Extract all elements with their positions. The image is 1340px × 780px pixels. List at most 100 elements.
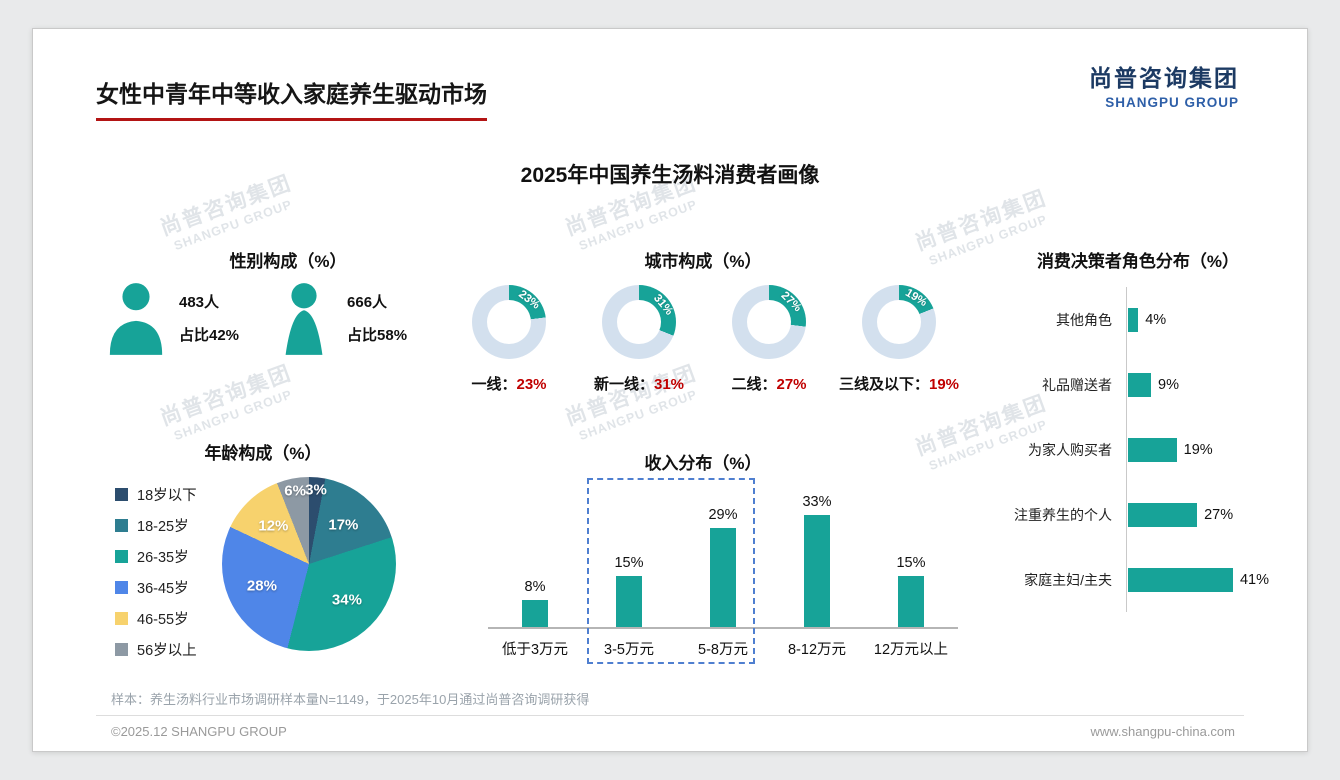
donut-caption-value: 19% (928, 376, 960, 393)
role-bar-area: 9% (1126, 352, 1293, 417)
income-bar-column: 33% (770, 494, 864, 627)
legend-swatch (115, 550, 128, 563)
male-count: 483人 (179, 294, 220, 311)
city-donut-item: 31% 新一线：31% (578, 285, 700, 394)
roles-chart: 其他角色 4% 礼品赠送者 9% 为家人购买者 19% 注重养生的个人 27% 家庭主妇/主夫 4… (978, 287, 1293, 612)
role-bar (1128, 567, 1233, 592)
pie-percent-label: 12% (258, 517, 289, 535)
income-value-label: 15% (896, 555, 926, 571)
sample-note: 样本：养生汤料行业市场调研样本量N=1149，于2025年10月通过尚普咨询调研… (111, 692, 590, 707)
role-row: 家庭主妇/主夫 41% (978, 547, 1293, 612)
chart-main-title: 2025年中国养生汤料消费者画像 (520, 164, 820, 187)
role-bar (1128, 307, 1139, 332)
legend-item: 18岁以下 (115, 479, 197, 510)
income-value-label: 33% (802, 493, 832, 510)
donut-caption: 一线：23% (471, 373, 546, 394)
age-section-title: 年龄构成（%） (204, 444, 322, 463)
role-bar (1128, 372, 1152, 397)
donut-caption: 新一线：31% (594, 373, 684, 394)
income-bar (804, 514, 830, 627)
income-value-label: 8% (524, 578, 546, 595)
income-section-title: 收入分布（%） (644, 454, 762, 473)
legend-label: 56岁以上 (137, 643, 197, 659)
donut-chart: 23% (472, 285, 546, 359)
role-bar (1128, 437, 1177, 462)
income-bar-column: 8% (488, 579, 582, 627)
pie-percent-label: 28% (246, 577, 277, 595)
age-legend: 18岁以下 18-25岁 26-35岁 36-45岁 46-55岁 56岁以上 (115, 479, 197, 665)
role-bar-area: 41% (1126, 547, 1293, 612)
donut-caption: 三线及以下：19% (839, 373, 959, 394)
legend-swatch (115, 643, 128, 656)
donut-caption-label: 新一线： (593, 376, 654, 393)
income-bar-column: 15% (582, 555, 676, 627)
role-bar (1128, 502, 1198, 527)
donut-hole (747, 300, 791, 344)
city-donut-item: 19% 三线及以下：19% (838, 285, 960, 394)
income-category-label: 12万元以上 (873, 642, 949, 658)
donut-hole (617, 300, 661, 344)
income-bars: 8% 15% 29% 33% 15% (488, 484, 958, 629)
legend-swatch (115, 612, 128, 625)
legend-swatch (115, 581, 128, 594)
donut-caption-label: 三线及以下： (838, 376, 929, 393)
role-bar-area: 19% (1126, 417, 1293, 482)
income-bar (522, 599, 548, 627)
donut-caption: 二线：27% (731, 373, 806, 394)
role-row: 礼品赠送者 9% (978, 352, 1293, 417)
legend-label: 46-55岁 (137, 612, 189, 628)
legend-label: 18岁以下 (137, 488, 197, 504)
male-icon (105, 281, 167, 355)
donut-hole (487, 300, 531, 344)
gender-item-female: 666人 占比58% (273, 281, 407, 355)
city-donut-item: 23% 一线：23% (448, 285, 570, 394)
donut-caption-label: 一线： (471, 376, 517, 393)
donut-caption-value: 23% (516, 376, 547, 393)
role-row: 其他角色 4% (978, 287, 1293, 352)
city-section-title: 城市构成（%） (644, 252, 762, 271)
income-category-label: 低于3万元 (501, 642, 569, 658)
pie-percent-label: 34% (331, 591, 362, 609)
page-title: 女性中青年中等收入家庭养生驱动市场 (96, 75, 487, 121)
role-row: 注重养生的个人 27% (978, 482, 1293, 547)
role-category-label: 注重养生的个人 (1014, 506, 1112, 523)
legend-swatch (115, 519, 128, 532)
pie-percent-label: 3% (305, 481, 327, 499)
legend-item: 18-25岁 (115, 510, 197, 541)
income-bar (710, 528, 736, 627)
income-bar (616, 576, 642, 627)
city-donut-row: 23% 一线：23% 31% 新一线：31% 27% 二线：27% 19% 三线及以下：19% (448, 285, 960, 394)
logo-cn-text: 尚普咨询集团 (1089, 65, 1239, 91)
role-value-label: 27% (1204, 506, 1234, 523)
legend-item: 26-35岁 (115, 541, 197, 572)
female-count: 666人 (347, 294, 388, 311)
legend-label: 26-35岁 (137, 550, 189, 566)
footer-divider (96, 715, 1244, 716)
pie-percent-label: 6% (284, 482, 306, 500)
role-value-label: 9% (1158, 376, 1179, 393)
role-category-label: 其他角色 (1056, 311, 1112, 328)
income-value-label: 15% (614, 555, 644, 571)
role-value-label: 41% (1239, 571, 1269, 588)
role-category-label: 家庭主妇/主夫 (1024, 571, 1112, 588)
role-bar-area: 4% (1126, 287, 1293, 352)
donut-hole (877, 300, 921, 344)
slide: 尚普咨询集团 SHANGPU GROUP 尚普咨询集团 SHANGPU GROUP 尚普… (32, 28, 1308, 752)
logo-en-text: SHANGPU GROUP (1105, 95, 1239, 110)
income-bar-column: 15% (864, 555, 958, 627)
legend-label: 36-45岁 (137, 581, 189, 597)
donut-chart: 19% (862, 285, 936, 359)
copyright-text: ©2025.12 SHANGPU GROUP (111, 724, 287, 739)
income-category-label: 5-8万元 (698, 642, 748, 658)
role-category-label: 礼品赠送者 (1042, 376, 1112, 393)
income-chart: 8% 15% 29% 33% 15% 低于3万元 3-5万元 5-8万元 8-12万元 12万元… (488, 484, 958, 659)
watermark-cn-text: 尚普咨询集团 (157, 361, 295, 431)
income-xlabels: 低于3万元 3-5万元 5-8万元 8-12万元 12万元以上 (488, 629, 958, 659)
legend-item: 56岁以上 (115, 634, 197, 665)
donut-chart: 31% (602, 285, 676, 359)
income-value-label: 29% (708, 507, 738, 524)
legend-item: 46-55岁 (115, 603, 197, 634)
gender-chart: 483人 占比42% 666人 占比58% (105, 281, 407, 355)
gender-item-male: 483人 占比42% (105, 281, 239, 355)
age-pie: 3% 17% 34% 28% 12% 6% (222, 477, 396, 651)
